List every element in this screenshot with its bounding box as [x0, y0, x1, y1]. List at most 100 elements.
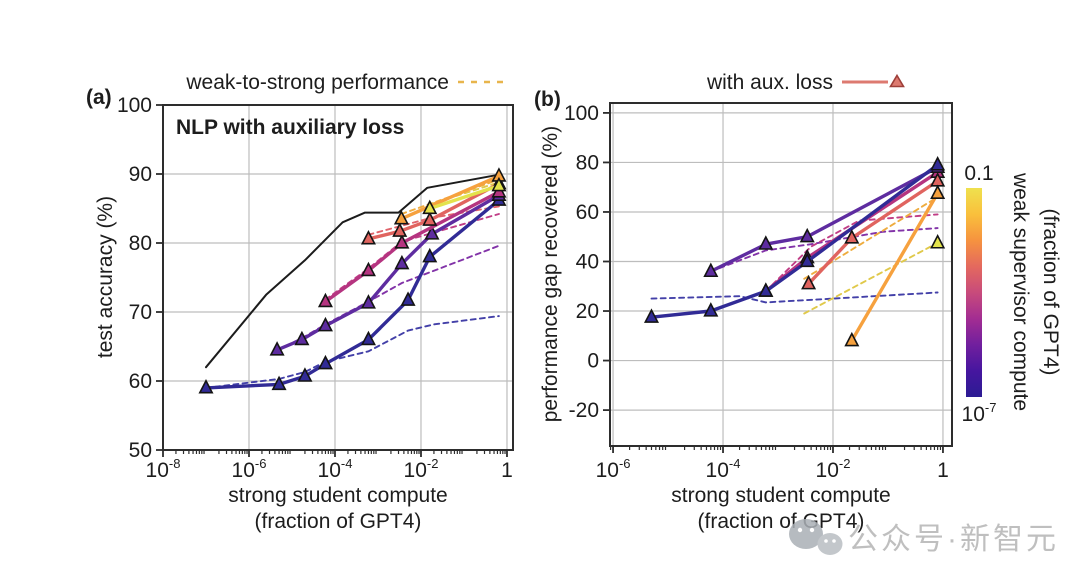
y-tick-label: -20 — [569, 399, 599, 422]
data-marker — [400, 291, 416, 306]
colorbar-title-line2: (fraction of GPT4) — [1039, 209, 1062, 376]
series-line — [709, 227, 939, 273]
data-marker — [758, 282, 774, 297]
series-line — [399, 174, 501, 221]
y-tick-label: 90 — [129, 163, 152, 186]
data-marker — [424, 225, 440, 240]
plot-frame — [609, 102, 953, 447]
series-line — [709, 165, 940, 274]
data-marker — [297, 367, 313, 382]
data-marker — [930, 234, 946, 249]
data-marker — [930, 156, 946, 171]
watermark: 公众号·新智元 — [789, 519, 1059, 556]
y-tick-label: 0 — [587, 350, 599, 373]
data-marker — [360, 330, 376, 346]
wechat-bubble-small — [817, 533, 843, 555]
y-tick-label: 100 — [564, 102, 599, 125]
data-marker — [294, 330, 310, 346]
panel-a-title: NLP with auxiliary loss — [176, 116, 404, 139]
y-tick-label: 70 — [129, 301, 152, 324]
data-marker — [271, 375, 287, 391]
data-marker — [799, 252, 815, 268]
legend-weak-to-strong: weak-to-strong performance — [185, 71, 510, 94]
data-marker — [198, 379, 214, 394]
y-tick-label: 20 — [576, 300, 599, 323]
legend-weak-to-strong-label: weak-to-strong performance — [185, 71, 449, 94]
x-tick-label: 10-6 — [232, 456, 267, 482]
wechat-eye — [824, 539, 828, 543]
colorbar-gradient-bar — [966, 188, 982, 397]
x-tick-label: 10-8 — [146, 456, 181, 482]
triangle-marker-swatch — [889, 73, 905, 88]
panel-a-label: (a) — [86, 86, 112, 109]
y-tick-label: 40 — [576, 250, 599, 273]
data-marker — [360, 294, 376, 309]
data-marker — [930, 184, 946, 200]
data-marker — [422, 247, 438, 263]
panel-b-label: (b) — [534, 88, 561, 111]
colorbar-min-label: 10-7 — [962, 400, 997, 426]
series-line — [428, 183, 501, 211]
series-line — [205, 315, 500, 389]
panel-b-ylabel: performance gap recovered (%) — [539, 126, 562, 422]
x-tick-label: 10-4 — [318, 456, 353, 482]
wechat-bubble-large — [789, 519, 823, 549]
colorbar-max-label: 0.1 — [964, 162, 993, 185]
data-marker — [317, 354, 333, 370]
panel-b-xlabel-line2: (fraction of GPT4) — [698, 510, 865, 533]
series-line — [275, 193, 501, 352]
y-tick-label: 80 — [576, 151, 599, 174]
panel-b-plot: 10-6 10-4 10-2 1 -20 0 20 40 60 80 100 — [564, 102, 953, 482]
series-line — [205, 173, 500, 369]
x-tick-label: 10-6 — [596, 456, 631, 482]
x-tick-label: 10-2 — [816, 456, 851, 482]
legend-aux-loss-label: with aux. loss — [706, 71, 833, 94]
x-tick-label: 10-4 — [706, 456, 741, 482]
panel-b-xlabel-line1: strong student compute — [671, 484, 890, 507]
data-marker — [422, 211, 438, 226]
data-marker — [422, 199, 438, 215]
data-marker — [703, 302, 719, 317]
data-marker — [394, 234, 410, 249]
panel-a-plot: 10-8 10-6 10-4 10-2 1 50 60 70 80 90 100 — [117, 94, 514, 482]
wechat-eye — [809, 527, 815, 533]
y-tick-label: 60 — [576, 201, 599, 224]
data-marker — [360, 229, 376, 245]
data-marker — [801, 274, 817, 290]
panel-a-xlabel-line2: (fraction of GPT4) — [255, 510, 422, 533]
series-line — [650, 291, 939, 304]
data-marker — [844, 229, 860, 244]
x-tick-label: 1 — [937, 459, 949, 482]
y-tick-label: 80 — [129, 232, 152, 255]
data-marker — [269, 341, 285, 356]
data-marker — [799, 227, 815, 243]
y-tick-label: 100 — [117, 94, 152, 117]
data-marker — [394, 254, 410, 270]
watermark-text: 公众号·新智元 — [848, 523, 1059, 556]
series-line — [323, 190, 501, 304]
colorbar: 0.1 10-7 weak supervisor compute (fracti… — [962, 162, 1062, 426]
data-marker — [844, 331, 860, 347]
panel-a-ylabel: test accuracy (%) — [94, 196, 117, 358]
panel-a-xlabel-line1: strong student compute — [228, 484, 447, 507]
data-marker — [491, 176, 507, 192]
y-tick-label: 60 — [129, 370, 152, 393]
data-marker — [703, 262, 719, 278]
y-tick-label: 50 — [129, 439, 152, 462]
data-marker — [360, 261, 376, 277]
data-marker — [393, 209, 409, 225]
series-line — [803, 241, 939, 315]
colorbar-title-line1: weak supervisor compute — [1009, 172, 1032, 411]
data-marker — [317, 292, 333, 308]
data-marker — [317, 316, 333, 332]
series-line — [850, 191, 940, 343]
wechat-icon — [789, 519, 843, 555]
series-line — [366, 181, 501, 241]
plot-frame — [162, 104, 514, 451]
series-line — [806, 179, 940, 286]
wechat-eye — [832, 539, 836, 543]
x-tick-label: 1 — [501, 459, 513, 482]
wechat-eye — [797, 527, 803, 533]
data-marker — [392, 222, 408, 237]
